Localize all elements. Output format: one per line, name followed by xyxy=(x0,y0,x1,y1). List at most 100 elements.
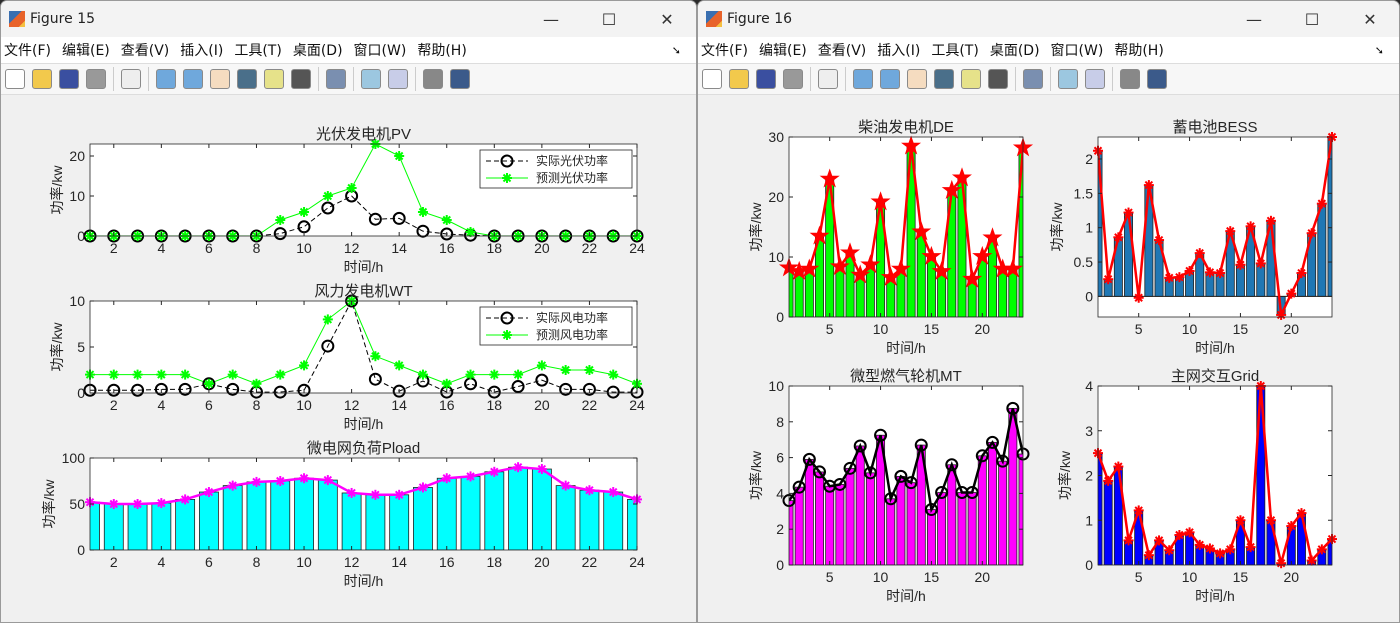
asterisk-stroke xyxy=(502,330,512,340)
x-tick-label: 18 xyxy=(487,240,503,256)
asterisk-stroke xyxy=(157,498,166,508)
data-point-circle xyxy=(500,311,514,325)
rotate-3d-icon[interactable] xyxy=(934,69,954,89)
data-cursor-icon[interactable] xyxy=(264,69,284,89)
y-tick-label: 0 xyxy=(77,542,85,558)
data-point-circle xyxy=(535,373,549,387)
print-icon[interactable] xyxy=(86,69,106,89)
y-tick-label: 20 xyxy=(69,148,85,164)
chart-grid: 5 10 15 20 0 1 2 3 4 主网交互Grid 时间/h 功率/kw xyxy=(1057,367,1337,604)
data-point-asterisk xyxy=(1215,268,1226,279)
data-point-circle xyxy=(935,486,949,500)
asterisk-stroke xyxy=(1205,268,1215,277)
legend-icon[interactable] xyxy=(1085,69,1105,89)
data-point-star xyxy=(901,135,922,155)
x-tick-label: 18 xyxy=(487,554,503,570)
maximize-button[interactable]: ☐ xyxy=(1304,9,1320,29)
pointer-icon[interactable] xyxy=(818,69,838,89)
data-point-circle xyxy=(996,454,1010,468)
minimize-button[interactable]: — xyxy=(543,9,559,29)
menu-item[interactable]: 插入(I) xyxy=(180,43,224,59)
close-button[interactable]: ✕ xyxy=(660,9,674,29)
rotate-3d-icon[interactable] xyxy=(237,69,257,89)
bar xyxy=(977,455,987,565)
data-point-asterisk xyxy=(465,471,476,482)
colorbar-icon[interactable] xyxy=(361,69,381,89)
legend-icon[interactable] xyxy=(388,69,408,89)
bar xyxy=(835,266,845,317)
bar xyxy=(294,477,314,550)
menu-item[interactable]: 帮助(H) xyxy=(417,43,467,59)
y-tick-label: 10 xyxy=(69,188,85,204)
menu-item[interactable]: 文件(F) xyxy=(701,43,748,59)
x-axis-label: 时间/h xyxy=(1195,588,1235,604)
show-plot-tools-icon[interactable] xyxy=(450,69,470,89)
asterisk-stroke xyxy=(466,227,475,237)
dock-arrow-icon[interactable]: ➘ xyxy=(671,43,681,57)
open-folder-icon[interactable] xyxy=(729,69,749,89)
menu-item[interactable]: 桌面(D) xyxy=(292,43,343,59)
figure-16-window: Figure 16 — ☐ ✕ 文件(F) 编辑(E) 查看(V) 插入(I) 工具(T… xyxy=(697,0,1400,623)
zoom-in-icon[interactable] xyxy=(853,69,873,89)
data-point-asterisk xyxy=(584,365,595,375)
save-icon[interactable] xyxy=(59,69,79,89)
pan-hand-icon[interactable] xyxy=(210,69,230,89)
colorbar-icon[interactable] xyxy=(1058,69,1078,89)
menu-item[interactable]: 查看(V) xyxy=(817,43,867,59)
data-point-circle xyxy=(368,212,382,226)
show-plot-tools-icon[interactable] xyxy=(1147,69,1167,89)
zoom-out-icon[interactable] xyxy=(183,69,203,89)
menu-item[interactable]: 桌面(D) xyxy=(989,43,1040,59)
new-file-icon[interactable] xyxy=(5,69,25,89)
bar xyxy=(804,268,814,317)
pointer-icon[interactable] xyxy=(121,69,141,89)
pan-hand-icon[interactable] xyxy=(907,69,927,89)
data-point-circle xyxy=(440,227,454,241)
zoom-in-icon[interactable] xyxy=(156,69,176,89)
menu-item[interactable]: 查看(V) xyxy=(120,43,170,59)
menu-item[interactable]: 窗口(W) xyxy=(1050,43,1104,59)
menu-item[interactable]: 编辑(E) xyxy=(61,43,110,59)
data-point-asterisk xyxy=(1174,530,1185,541)
asterisk-stroke xyxy=(1287,521,1296,531)
menu-item[interactable]: 工具(T) xyxy=(234,43,282,59)
bar xyxy=(916,231,926,317)
menu-item[interactable]: 工具(T) xyxy=(931,43,979,59)
data-point-circle xyxy=(416,224,430,238)
data-cursor-icon[interactable] xyxy=(961,69,981,89)
y-tick-label: 5 xyxy=(77,339,85,355)
close-button[interactable]: ✕ xyxy=(1363,9,1377,29)
toolbar-separator xyxy=(845,67,846,91)
bar xyxy=(317,479,338,550)
brush-icon[interactable] xyxy=(988,69,1008,89)
menu-item[interactable]: 帮助(H) xyxy=(1114,43,1164,59)
menu-item[interactable]: 插入(I) xyxy=(877,43,921,59)
zoom-out-icon[interactable] xyxy=(880,69,900,89)
maximize-button[interactable]: ☐ xyxy=(601,9,617,29)
menu-bar: 文件(F) 编辑(E) 查看(V) 插入(I) 工具(T) 桌面(D) 窗口(W) 帮助(H)… xyxy=(698,37,1399,63)
asterisk-stroke xyxy=(513,462,523,472)
minimize-button[interactable]: — xyxy=(1246,9,1262,29)
asterisk-stroke xyxy=(299,474,309,483)
hide-plot-tools-icon[interactable] xyxy=(1120,69,1140,89)
print-icon[interactable] xyxy=(783,69,803,89)
brush-icon[interactable] xyxy=(291,69,311,89)
y-tick-label: 2 xyxy=(776,521,784,537)
bar xyxy=(1098,452,1103,565)
save-icon[interactable] xyxy=(756,69,776,89)
new-file-icon[interactable] xyxy=(702,69,722,89)
data-point-circle xyxy=(924,503,938,517)
data-point-star xyxy=(829,256,850,276)
dock-arrow-icon[interactable]: ➘ xyxy=(1374,43,1384,57)
open-folder-icon[interactable] xyxy=(32,69,52,89)
menu-item[interactable]: 编辑(E) xyxy=(758,43,807,59)
asterisk-stroke xyxy=(180,370,190,379)
menu-item[interactable]: 窗口(W) xyxy=(353,43,407,59)
link-plot-icon[interactable] xyxy=(1023,69,1043,89)
y-tick-label: 0 xyxy=(77,228,85,244)
link-plot-icon[interactable] xyxy=(326,69,346,89)
x-tick-label: 2 xyxy=(110,554,118,570)
hide-plot-tools-icon[interactable] xyxy=(423,69,443,89)
menu-item[interactable]: 文件(F) xyxy=(4,43,51,59)
plot-content xyxy=(90,144,637,236)
